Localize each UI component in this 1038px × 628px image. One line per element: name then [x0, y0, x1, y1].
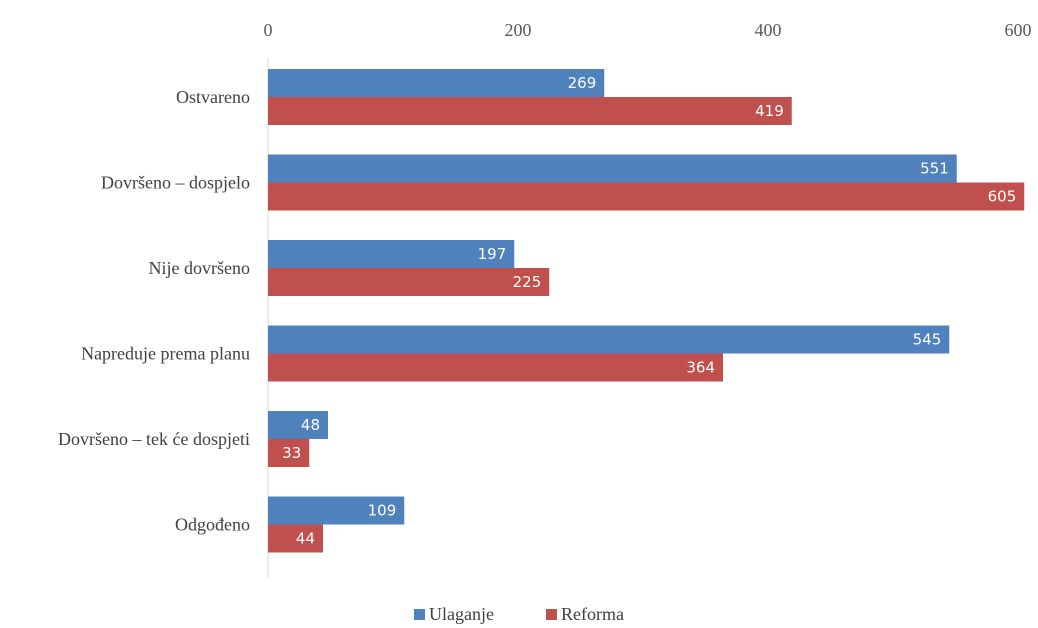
bar-ulaganje [268, 240, 515, 268]
category-label: Odgođeno [175, 515, 250, 535]
data-label: 419 [755, 102, 784, 120]
legend: Ulaganje Reforma [0, 604, 1038, 625]
bar-reforma [268, 268, 550, 296]
x-tick-label: 0 [264, 20, 273, 40]
category-label: Napreduje prema planu [81, 344, 250, 364]
legend-label-reforma: Reforma [560, 604, 624, 624]
x-axis-ticks: 0 200 400 600 [264, 20, 1032, 40]
bar-reforma [268, 353, 723, 382]
category-labels: Ostvareno Dovršeno – dospjelo Nije dovršen… [58, 87, 250, 535]
bar-ulaganje [268, 325, 950, 354]
data-label: 545 [913, 331, 942, 349]
data-label: 269 [568, 74, 597, 92]
x-tick-label: 400 [755, 20, 782, 40]
x-tick-label: 600 [1005, 20, 1032, 40]
bar-reforma [268, 97, 792, 125]
category-label: Dovršeno – tek će dospjeti [58, 429, 250, 449]
bar-reforma [268, 524, 323, 553]
data-label: 605 [988, 188, 1017, 206]
bar-ulaganje [268, 154, 957, 183]
data-label: 109 [368, 502, 397, 520]
category-label: Dovršeno – dospjelo [101, 173, 250, 193]
legend-swatch-reforma [545, 609, 557, 620]
legend-item-ulaganje: Ulaganje [414, 604, 494, 625]
legend-label-ulaganje: Ulaganje [429, 604, 494, 624]
data-label: 197 [478, 245, 507, 263]
bar-ulaganje [268, 69, 605, 97]
data-label: 364 [686, 359, 715, 377]
bar-ulaganje [268, 496, 405, 525]
bar-reforma [268, 182, 1025, 211]
bar-reforma [268, 439, 310, 467]
bar-chart: 0 200 400 600 Ostvareno Dovršeno – dospjelo N… [58, 20, 1032, 579]
data-label: 48 [301, 416, 320, 434]
data-label: 44 [296, 530, 315, 548]
data-label: 225 [513, 273, 542, 291]
data-label: 551 [920, 160, 949, 178]
bars [268, 69, 1025, 553]
legend-item-reforma: Reforma [545, 604, 624, 625]
category-label: Nije dovršeno [149, 258, 250, 278]
legend-swatch-ulaganje [414, 609, 426, 620]
category-label: Ostvareno [176, 87, 250, 107]
x-tick-label: 200 [505, 20, 532, 40]
data-label: 33 [282, 444, 301, 462]
bar-ulaganje [268, 411, 328, 439]
